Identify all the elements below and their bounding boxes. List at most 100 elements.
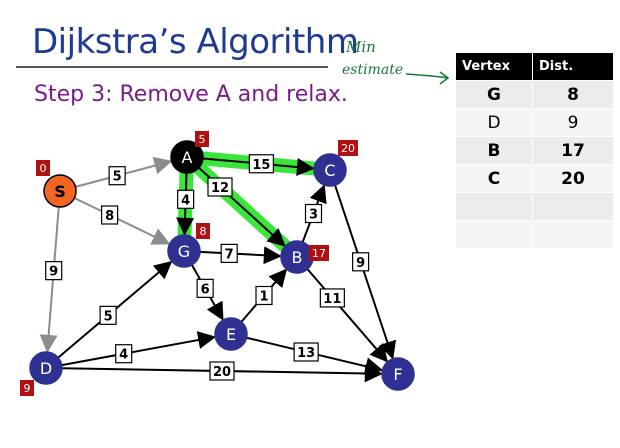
- annotation-line1: Min: [345, 38, 376, 56]
- edge-weight-box: [99, 305, 117, 325]
- edge-weight-box: [177, 189, 195, 209]
- vertex-label: S: [54, 182, 66, 201]
- table-cell-vertex: D: [455, 108, 533, 137]
- table-cell-dist: [532, 220, 614, 249]
- edge-weight: 6: [196, 278, 214, 298]
- distance-table: Vertex Dist. G 8 D 9 B 17 C 20: [455, 52, 614, 249]
- edge-weight-box: [209, 361, 235, 381]
- table-row: B 17: [455, 136, 614, 165]
- edge-weight-label: 9: [356, 256, 365, 271]
- edge-weight-label: 1: [259, 290, 268, 305]
- table-cell-dist: 8: [532, 80, 614, 109]
- edge-weight-box: [352, 252, 370, 272]
- table-cell-vertex: [455, 220, 533, 249]
- edge-weight-label: 20: [213, 365, 231, 380]
- edge-weight-box: [100, 205, 119, 225]
- table-header-vertex: Vertex: [455, 52, 533, 81]
- edge-weight: 15: [248, 154, 274, 174]
- vertex-G: G8: [167, 223, 210, 268]
- edge-weight-label: 7: [225, 247, 234, 262]
- edge-weight-box: [196, 278, 214, 298]
- vertex-circle: [29, 351, 63, 385]
- dist-badge: [36, 160, 50, 176]
- vertex-label: F: [393, 365, 402, 384]
- table-cell-vertex: C: [455, 164, 533, 193]
- edge-weight: 9: [45, 261, 63, 281]
- table-cell-dist: 20: [532, 164, 614, 193]
- vertex-circle: [214, 317, 248, 351]
- vertex-D: D9: [20, 351, 63, 396]
- handwritten-annotation: Min estimate: [342, 38, 450, 85]
- edge-weight-box: [255, 285, 273, 306]
- edge-weight-label: 13: [297, 346, 315, 361]
- edge-weight-box: [304, 203, 323, 224]
- edge-weight: 12: [207, 177, 233, 197]
- vertex-label: E: [226, 325, 236, 344]
- annotation-arrow: [405, 71, 450, 85]
- dist-badge: [195, 131, 209, 147]
- dist-badge-label: 5: [199, 133, 206, 146]
- edge-weight: 5: [108, 166, 126, 186]
- vertex-F: F: [381, 357, 415, 391]
- dist-badge: [338, 140, 358, 156]
- dist-badge-label: 8: [200, 225, 207, 238]
- edge-weight: 4: [115, 344, 133, 364]
- edge-weight: 5: [99, 305, 117, 325]
- edge-weight-label: 5: [104, 309, 113, 324]
- dist-badge: [309, 245, 329, 261]
- dist-badge-label: 20: [341, 142, 355, 155]
- edge-weight: 9: [352, 252, 370, 272]
- title-underline: [16, 66, 328, 68]
- edge-weight-box: [220, 243, 238, 263]
- vertex-label: B: [292, 248, 303, 267]
- dist-badge: [196, 223, 210, 239]
- dist-badge-label: 17: [312, 247, 326, 260]
- dist-badge-label: 9: [24, 382, 31, 395]
- edge-weight: 7: [220, 243, 238, 263]
- vertex-B: B 17: [280, 240, 329, 274]
- vertex-C: C 20: [313, 140, 358, 187]
- edge-B-F: [306, 268, 389, 363]
- edge-weight-box: [45, 261, 63, 281]
- edge-weight-label: 4: [181, 193, 190, 208]
- edge-weight-label: 12: [211, 181, 229, 196]
- edge-weight-label: 9: [49, 265, 58, 280]
- edge-weight-label: 8: [105, 209, 114, 224]
- table-row: C 20: [455, 164, 614, 193]
- vertex-circle: [167, 234, 201, 268]
- dist-badge: [20, 380, 34, 396]
- vertex-label: G: [178, 242, 190, 261]
- edge-D-E: [61, 331, 217, 367]
- edge-weight: 11: [319, 288, 345, 308]
- edge-weight: 1: [255, 285, 273, 306]
- table-cell-dist: [532, 192, 614, 221]
- table-row: [455, 192, 614, 221]
- table-cell-dist: 17: [532, 136, 614, 165]
- edge-weight-label: 4: [119, 348, 128, 363]
- step-subtitle: Step 3: Remove A and relax.: [34, 82, 348, 107]
- edge-weight-label: 11: [323, 292, 341, 307]
- edge-weight-box: [207, 177, 233, 197]
- edge-S-G: [73, 197, 171, 245]
- vertex-A: A5: [170, 131, 209, 174]
- edge-weight-box: [293, 342, 319, 362]
- vertex-circle: [381, 357, 415, 391]
- edge-weight: 3: [304, 203, 323, 224]
- vertex-label: D: [40, 359, 52, 378]
- edge-C-F: [334, 184, 397, 360]
- edge-weight: 13: [293, 342, 319, 362]
- edge-weight-label: 3: [309, 208, 318, 223]
- table-row: [455, 220, 614, 249]
- edge-weight-label: 15: [252, 158, 270, 173]
- vertex-circle: [313, 153, 347, 187]
- table-cell-dist: 9: [532, 108, 614, 137]
- table-cell-vertex: B: [455, 136, 533, 165]
- edge-weight-box: [319, 288, 345, 308]
- edge-weight-box: [248, 154, 274, 174]
- vertex-label: C: [324, 161, 335, 180]
- annotation-line2: estimate: [342, 62, 403, 78]
- edge-weight-box: [115, 344, 133, 364]
